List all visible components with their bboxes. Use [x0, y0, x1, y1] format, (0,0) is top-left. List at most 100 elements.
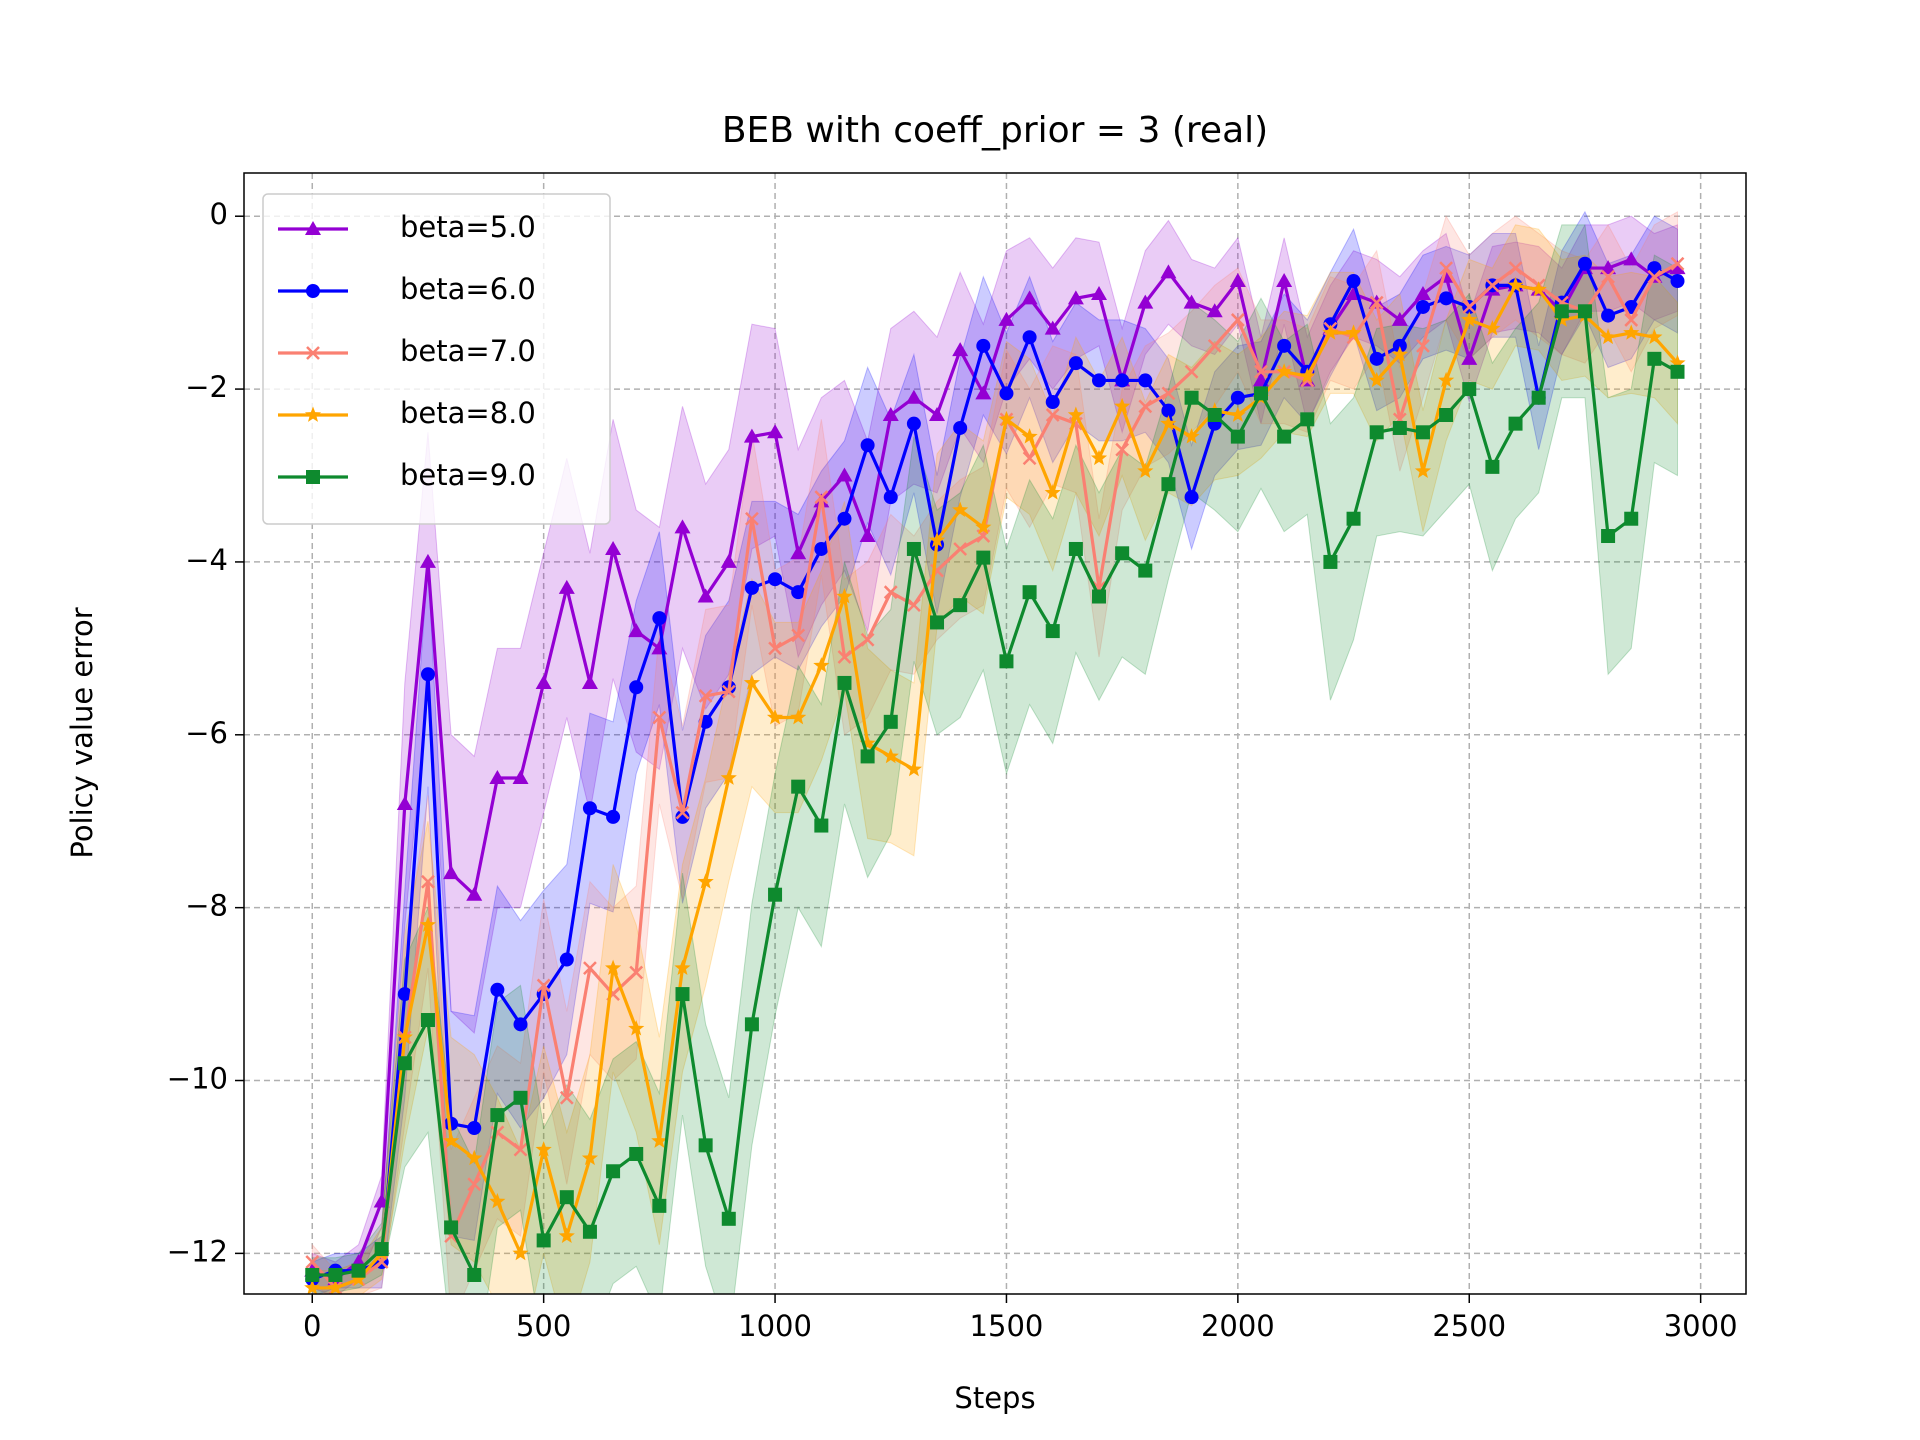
marker	[1669, 354, 1686, 371]
x-tick-label: 2500	[1432, 1309, 1506, 1343]
legend-box	[262, 193, 611, 525]
marker	[999, 654, 1014, 669]
marker	[860, 749, 875, 764]
x-tick-label: 1500	[970, 1309, 1044, 1343]
marker	[1530, 281, 1547, 297]
marker	[813, 657, 830, 673]
marker	[1601, 308, 1616, 323]
marker	[1439, 261, 1453, 275]
marker	[1160, 264, 1177, 279]
marker	[1647, 269, 1662, 284]
marker	[674, 959, 691, 976]
marker	[1253, 386, 1268, 401]
marker	[860, 632, 875, 647]
marker	[1092, 373, 1107, 388]
marker	[536, 1233, 551, 1248]
marker	[1254, 364, 1268, 379]
marker	[1299, 367, 1316, 383]
marker	[652, 1198, 667, 1213]
marker	[859, 734, 876, 751]
marker	[1300, 412, 1315, 427]
marker	[582, 1224, 597, 1239]
marker	[1161, 403, 1176, 418]
marker	[1624, 313, 1639, 327]
marker	[1068, 541, 1083, 556]
lines	[304, 251, 1686, 1294]
marker	[512, 1244, 529, 1261]
marker	[1022, 330, 1037, 345]
marker	[306, 346, 320, 360]
marker	[1462, 382, 1477, 397]
marker	[744, 1017, 759, 1032]
marker	[606, 1164, 621, 1179]
x-tick-label: 1000	[738, 1309, 812, 1343]
marker	[698, 689, 713, 703]
marker	[1092, 589, 1107, 604]
marker	[1369, 295, 1384, 310]
marker	[998, 410, 1015, 427]
marker	[907, 598, 921, 613]
marker	[466, 1149, 483, 1166]
marker	[1624, 511, 1639, 526]
marker	[1369, 351, 1384, 366]
marker	[976, 550, 991, 565]
marker	[837, 511, 852, 526]
marker	[351, 1263, 366, 1278]
error-band	[311, 215, 1679, 1294]
marker	[1184, 390, 1199, 405]
marker	[1416, 338, 1430, 353]
marker	[443, 1132, 460, 1148]
marker	[790, 709, 807, 725]
marker	[306, 470, 320, 484]
marker	[1045, 408, 1060, 422]
marker	[305, 221, 321, 235]
marker	[536, 978, 551, 993]
marker	[583, 961, 597, 976]
marker	[1068, 356, 1083, 371]
marker	[419, 553, 436, 568]
marker	[1091, 286, 1108, 301]
marker	[350, 1270, 367, 1287]
marker	[1345, 324, 1362, 340]
marker	[1044, 320, 1061, 335]
marker	[512, 770, 529, 785]
marker	[836, 467, 853, 482]
marker	[489, 1193, 506, 1209]
marker	[535, 1141, 552, 1157]
marker	[652, 710, 667, 725]
marker	[1184, 490, 1199, 505]
marker	[952, 342, 969, 357]
marker	[490, 1108, 505, 1123]
legend-label: beta=6.0	[400, 272, 536, 306]
marker	[929, 407, 946, 422]
y-tick-label: −6	[185, 716, 228, 750]
legend: beta=5.0 beta=6.0 beta=7.0 beta=8.0 beta=9.0	[262, 193, 611, 525]
marker	[1670, 256, 1685, 271]
marker	[1439, 291, 1454, 306]
marker	[1138, 373, 1153, 388]
marker	[1276, 363, 1293, 379]
marker	[906, 416, 921, 431]
marker	[466, 886, 483, 901]
y-tick-label: −10	[167, 1062, 228, 1096]
marker	[328, 1267, 343, 1282]
marker	[720, 553, 737, 568]
marker	[837, 650, 852, 664]
marker	[1090, 449, 1108, 466]
marker	[1230, 429, 1245, 444]
marker	[419, 916, 437, 932]
marker	[1646, 328, 1663, 345]
marker	[743, 674, 760, 690]
marker	[1229, 406, 1246, 422]
error-band	[311, 224, 1679, 1294]
marker	[698, 1138, 713, 1153]
marker	[490, 982, 505, 997]
marker	[628, 623, 645, 638]
x-tick-label: 0	[303, 1309, 321, 1343]
marker	[720, 769, 737, 785]
marker	[443, 865, 460, 880]
marker	[837, 675, 852, 690]
marker	[744, 580, 759, 595]
legend-label: beta=8.0	[400, 396, 536, 430]
marker	[1138, 563, 1153, 578]
